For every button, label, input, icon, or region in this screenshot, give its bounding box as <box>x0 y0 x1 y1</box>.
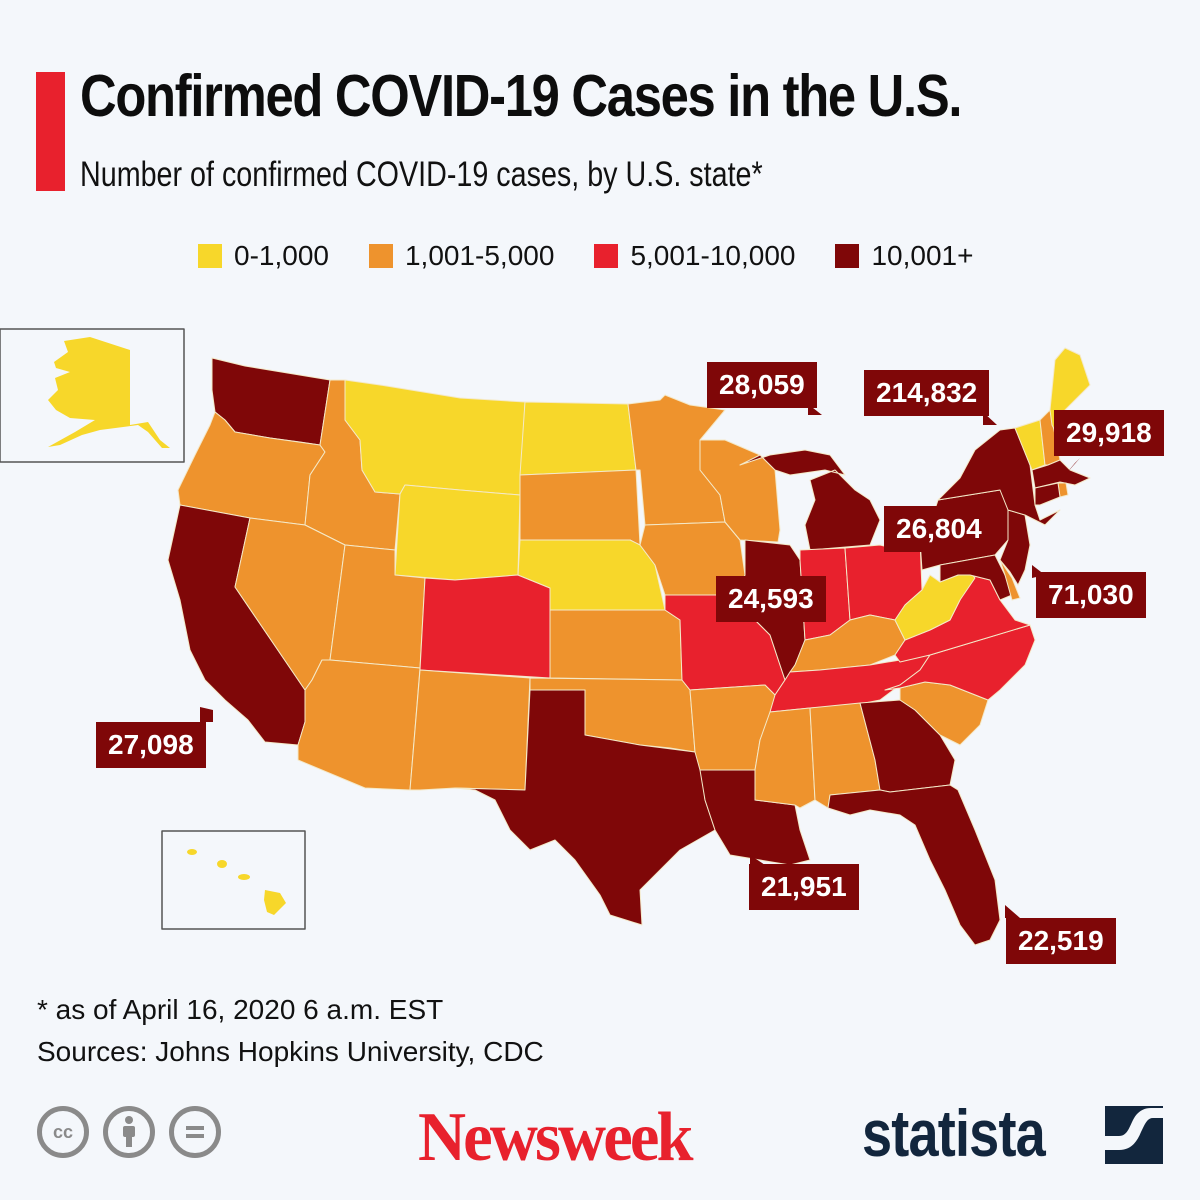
creative-commons-icons: cc <box>37 1106 221 1158</box>
state-nm <box>409 669 531 791</box>
state-ak <box>48 337 170 448</box>
state-az <box>297 659 421 791</box>
legend-swatch <box>835 244 860 268</box>
state-mi <box>739 449 881 551</box>
legend-item-0-1000: 0-1,000 <box>198 240 329 272</box>
page-subtitle: Number of confirmed COVID-19 cases, by U… <box>80 155 763 194</box>
state-ct <box>1034 482 1061 506</box>
page-title: Confirmed COVID-19 Cases in the U.S. <box>80 63 962 129</box>
cc-icon-label: cc <box>52 1121 74 1142</box>
callout-new-york: 214,832 <box>864 370 990 416</box>
title-accent-bar <box>36 72 65 191</box>
state-ny <box>937 427 1061 526</box>
legend-swatch <box>368 244 393 268</box>
statista-logo[interactable]: statista <box>862 1096 1046 1170</box>
state-mt <box>344 379 526 496</box>
person-glyph <box>123 1116 135 1147</box>
callout-florida: 22,519 <box>1006 918 1116 964</box>
newsweek-logo[interactable]: Newsweek <box>418 1099 694 1176</box>
legend-label: 10,001+ <box>871 240 974 271</box>
equals-glyph <box>186 1126 204 1138</box>
state-de <box>999 559 1021 601</box>
callout-california: 27,098 <box>96 722 206 768</box>
state-nd <box>519 401 637 476</box>
cc-icon[interactable]: cc <box>37 1106 89 1158</box>
state-fl <box>827 784 1001 946</box>
callout-massachusetts: 29,918 <box>1054 410 1164 456</box>
state-co <box>419 574 551 679</box>
callout-new-jersey: 71,030 <box>1036 572 1146 618</box>
state-md <box>939 554 1013 601</box>
callout-michigan: 28,059 <box>707 362 817 408</box>
legend-item-5001-10000: 5,001-10,000 <box>594 240 795 272</box>
legend-item-10001-plus: 10,001+ <box>835 240 973 272</box>
state-nc <box>884 624 1036 701</box>
sources-text: Sources: Johns Hopkins University, CDC <box>37 1036 544 1067</box>
alaska-inset-frame <box>0 328 185 463</box>
legend-swatch <box>594 244 619 268</box>
statista-mark-icon <box>1105 1106 1163 1164</box>
legend: 0-1,000 1,001-5,000 5,001-10,000 10,001+ <box>198 240 1013 272</box>
state-ks <box>549 609 683 681</box>
state-wi <box>699 439 781 543</box>
state-sd <box>519 469 641 546</box>
callout-pennsylvania: 26,804 <box>884 506 994 552</box>
footnote-date: * as of April 16, 2020 6 a.m. EST <box>37 994 444 1025</box>
legend-label: 1,001-5,000 <box>404 240 555 271</box>
callout-illinois: 24,593 <box>716 576 826 622</box>
no-derivatives-icon[interactable] <box>169 1106 221 1158</box>
legend-label: 5,001-10,000 <box>630 240 796 271</box>
callout-louisiana: 21,951 <box>749 864 859 910</box>
attribution-person-icon[interactable] <box>103 1106 155 1158</box>
state-tx <box>454 689 716 926</box>
hawaii-inset-frame <box>161 830 306 930</box>
state-nj <box>999 509 1031 586</box>
state-hi <box>187 849 286 915</box>
legend-swatch <box>198 244 222 268</box>
state-wy <box>394 484 521 581</box>
legend-item-1001-5000: 1,001-5,000 <box>368 240 555 272</box>
legend-label: 0-1,000 <box>234 240 329 271</box>
